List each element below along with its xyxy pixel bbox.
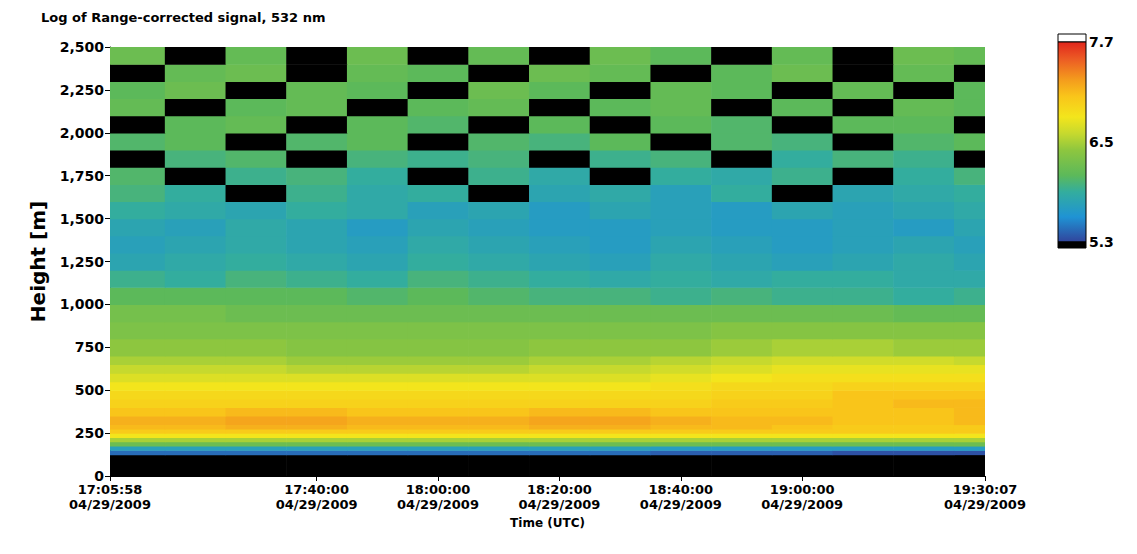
- svg-text:2,500: 2,500: [60, 39, 105, 55]
- svg-text:Time (UTC): Time (UTC): [510, 516, 585, 530]
- svg-text:19:30:07: 19:30:07: [953, 482, 1018, 497]
- svg-text:750: 750: [75, 339, 104, 355]
- svg-text:04/29/2009: 04/29/2009: [640, 497, 722, 512]
- svg-text:04/29/2009: 04/29/2009: [397, 497, 479, 512]
- svg-text:04/29/2009: 04/29/2009: [276, 497, 358, 512]
- svg-text:7.7: 7.7: [1089, 34, 1114, 50]
- svg-text:1,750: 1,750: [60, 168, 105, 184]
- svg-text:04/29/2009: 04/29/2009: [69, 497, 151, 512]
- svg-text:19:00:00: 19:00:00: [770, 482, 835, 497]
- svg-text:18:40:00: 18:40:00: [648, 482, 713, 497]
- svg-text:04/29/2009: 04/29/2009: [518, 497, 600, 512]
- svg-text:1,250: 1,250: [60, 254, 105, 270]
- svg-text:250: 250: [75, 425, 104, 441]
- svg-text:04/29/2009: 04/29/2009: [944, 497, 1026, 512]
- svg-text:6.5: 6.5: [1089, 134, 1114, 150]
- svg-text:04/29/2009: 04/29/2009: [761, 497, 843, 512]
- svg-text:18:20:00: 18:20:00: [527, 482, 592, 497]
- svg-text:18:00:00: 18:00:00: [406, 482, 471, 497]
- svg-text:17:40:00: 17:40:00: [284, 482, 349, 497]
- svg-text:1,500: 1,500: [60, 211, 105, 227]
- svg-text:500: 500: [75, 382, 104, 398]
- svg-text:2,000: 2,000: [60, 125, 105, 141]
- svg-text:Height [m]: Height [m]: [26, 201, 50, 322]
- svg-text:1,000: 1,000: [60, 296, 105, 312]
- svg-text:17:05:58: 17:05:58: [78, 482, 143, 497]
- svg-text:5.3: 5.3: [1089, 234, 1114, 250]
- svg-text:2,250: 2,250: [60, 82, 105, 98]
- svg-text:0: 0: [94, 468, 104, 484]
- svg-text:Log of Range-corrected signal,: Log of Range-corrected signal, 532 nm: [41, 10, 325, 25]
